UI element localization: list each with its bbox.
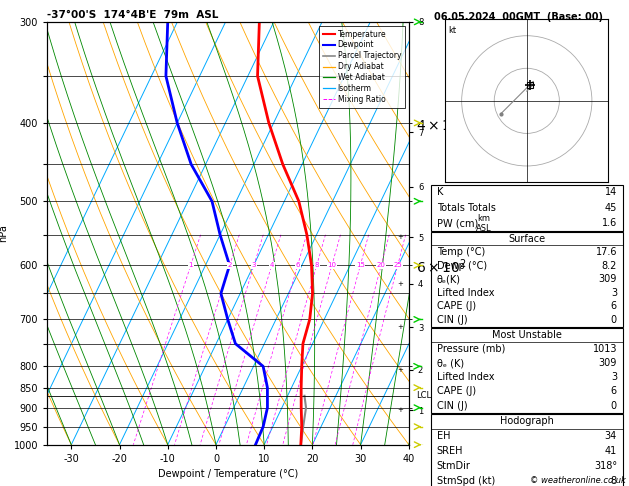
Text: 1013: 1013 xyxy=(593,344,617,354)
Text: EH: EH xyxy=(437,431,450,441)
Text: +: + xyxy=(398,324,404,330)
Text: 6: 6 xyxy=(611,301,617,312)
Legend: Temperature, Dewpoint, Parcel Trajectory, Dry Adiabat, Wet Adiabat, Isotherm, Mi: Temperature, Dewpoint, Parcel Trajectory… xyxy=(320,26,405,108)
Text: 8.2: 8.2 xyxy=(601,260,617,271)
Text: θₑ (K): θₑ (K) xyxy=(437,358,464,368)
Text: 309: 309 xyxy=(599,274,617,284)
Text: 4: 4 xyxy=(269,262,274,268)
Text: 6: 6 xyxy=(611,386,617,397)
Text: 6: 6 xyxy=(296,262,300,268)
Text: 2: 2 xyxy=(228,262,232,268)
Text: © weatheronline.co.uk: © weatheronline.co.uk xyxy=(530,476,626,485)
Text: CIN (J): CIN (J) xyxy=(437,400,467,411)
Text: +: + xyxy=(398,367,404,373)
Text: LCL: LCL xyxy=(416,391,431,400)
Text: Temp (°C): Temp (°C) xyxy=(437,247,485,257)
Text: 318°: 318° xyxy=(594,461,617,471)
Text: θₑ(K): θₑ(K) xyxy=(437,274,460,284)
Text: 41: 41 xyxy=(604,446,617,456)
Text: Lifted Index: Lifted Index xyxy=(437,288,494,298)
Text: 3: 3 xyxy=(252,262,256,268)
Text: StmSpd (kt): StmSpd (kt) xyxy=(437,476,495,486)
Text: 0: 0 xyxy=(611,400,617,411)
Text: Pressure (mb): Pressure (mb) xyxy=(437,344,505,354)
Text: 34: 34 xyxy=(604,431,617,441)
Text: kt: kt xyxy=(448,26,457,35)
Text: +: + xyxy=(398,234,404,240)
Text: 20: 20 xyxy=(377,262,386,268)
Text: Totals Totals: Totals Totals xyxy=(437,203,496,213)
Y-axis label: km
ASL: km ASL xyxy=(476,214,492,233)
Y-axis label: hPa: hPa xyxy=(0,225,8,242)
Text: 1.6: 1.6 xyxy=(602,218,617,228)
X-axis label: Dewpoint / Temperature (°C): Dewpoint / Temperature (°C) xyxy=(158,469,298,479)
Text: +: + xyxy=(398,407,404,414)
Text: 1: 1 xyxy=(189,262,193,268)
Text: 45: 45 xyxy=(604,203,617,213)
Text: Lifted Index: Lifted Index xyxy=(437,372,494,382)
Text: CAPE (J): CAPE (J) xyxy=(437,301,476,312)
Text: Dewp (°C): Dewp (°C) xyxy=(437,260,487,271)
Text: 15: 15 xyxy=(356,262,365,268)
Text: 309: 309 xyxy=(599,358,617,368)
Text: StmDir: StmDir xyxy=(437,461,470,471)
Text: SREH: SREH xyxy=(437,446,463,456)
Text: CAPE (J): CAPE (J) xyxy=(437,386,476,397)
Text: Hodograph: Hodograph xyxy=(500,416,554,426)
Text: 0: 0 xyxy=(611,315,617,325)
Text: 25: 25 xyxy=(393,262,402,268)
Text: K: K xyxy=(437,188,443,197)
Text: Surface: Surface xyxy=(508,234,545,243)
Text: 06.05.2024  00GMT  (Base: 00): 06.05.2024 00GMT (Base: 00) xyxy=(434,12,603,22)
Text: 3: 3 xyxy=(611,372,617,382)
Text: 17.6: 17.6 xyxy=(596,247,617,257)
Text: 3: 3 xyxy=(611,288,617,298)
Text: 8: 8 xyxy=(314,262,319,268)
Text: Most Unstable: Most Unstable xyxy=(492,330,562,340)
Text: PW (cm): PW (cm) xyxy=(437,218,478,228)
Text: -37°00'S  174°4B'E  79m  ASL: -37°00'S 174°4B'E 79m ASL xyxy=(47,10,218,20)
Text: CIN (J): CIN (J) xyxy=(437,315,467,325)
Text: +: + xyxy=(398,280,404,287)
Text: 14: 14 xyxy=(604,188,617,197)
Text: 10: 10 xyxy=(328,262,337,268)
Text: 8: 8 xyxy=(611,476,617,486)
